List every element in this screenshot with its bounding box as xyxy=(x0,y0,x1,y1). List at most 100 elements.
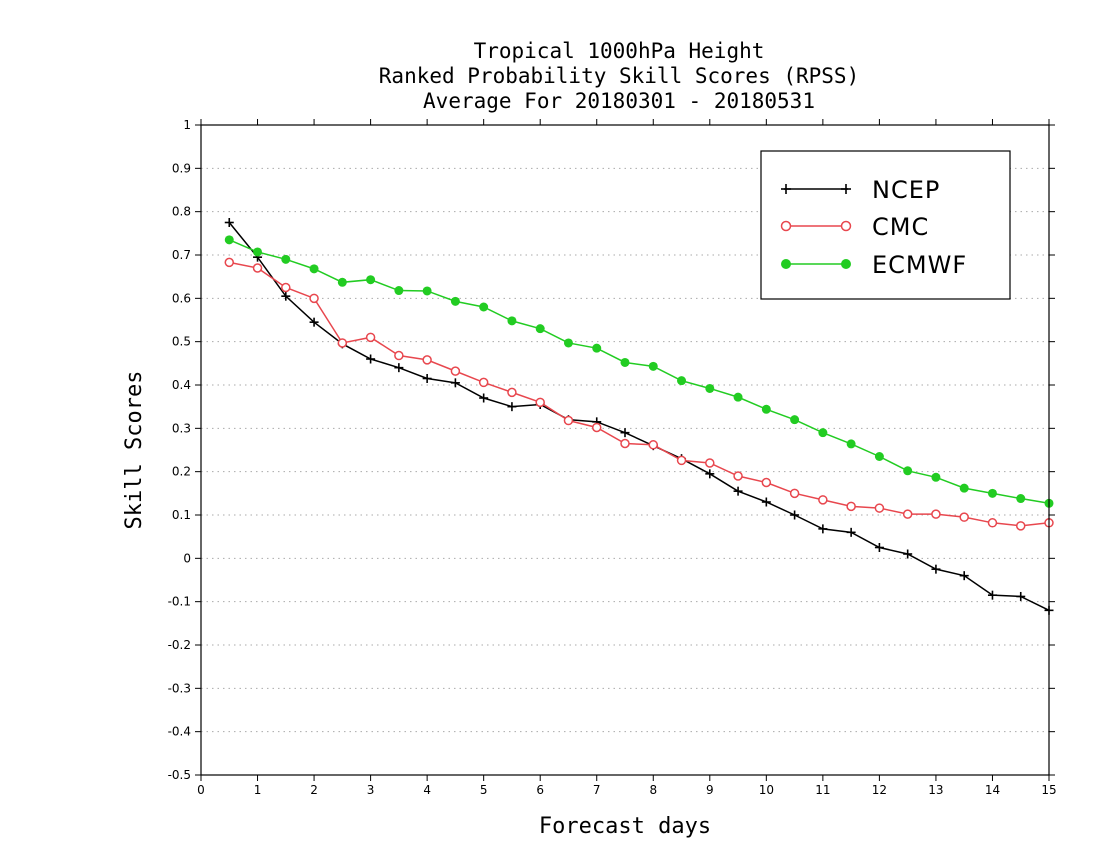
data-point xyxy=(874,543,884,552)
series-line xyxy=(229,261,1050,527)
data-point xyxy=(337,338,348,348)
data-point xyxy=(959,483,969,493)
y-tick-label: 0.2 xyxy=(172,465,191,479)
legend-label: NCEP xyxy=(872,176,940,204)
x-tick-label: 5 xyxy=(480,783,488,797)
data-point xyxy=(394,286,404,296)
y-tick-label: 0.3 xyxy=(172,421,191,435)
data-point xyxy=(959,571,969,581)
data-point xyxy=(478,377,489,388)
data-point xyxy=(309,264,319,274)
data-point xyxy=(761,497,771,507)
data-point xyxy=(705,458,715,468)
data-point xyxy=(780,220,792,232)
data-point xyxy=(781,184,791,194)
data-point xyxy=(840,220,852,232)
data-point xyxy=(818,428,828,438)
data-point xyxy=(818,495,828,505)
data-point xyxy=(337,277,347,287)
data-point xyxy=(705,469,715,479)
data-point xyxy=(648,361,658,371)
data-point xyxy=(252,263,263,273)
y-tick-label: -0.1 xyxy=(168,595,191,609)
data-point xyxy=(535,324,545,334)
axis-ticks: -0.5 -0.4 -0.3 -0.2 -0.1 0 0.1 0.2 0.3 0.4 0.5 0.6 0… xyxy=(168,118,1057,797)
data-point xyxy=(987,590,997,600)
data-point xyxy=(789,488,800,499)
data-point xyxy=(281,254,291,264)
legend-item-ncep: NCEP xyxy=(781,176,940,204)
data-point xyxy=(790,415,800,425)
data-point xyxy=(781,259,791,269)
data-point xyxy=(253,247,263,257)
y-tick-label: 0.8 xyxy=(172,205,191,219)
data-point xyxy=(846,439,856,449)
series-line xyxy=(228,222,1050,612)
y-tick-label: 0 xyxy=(183,551,191,565)
data-point xyxy=(507,387,517,398)
data-point xyxy=(479,302,489,312)
y-tick-label: -0.5 xyxy=(168,768,191,782)
legend-label: CMC xyxy=(872,213,929,241)
data-point xyxy=(1016,591,1026,601)
data-point xyxy=(874,452,884,461)
data-point xyxy=(450,296,460,306)
data-point xyxy=(841,184,851,194)
y-tick-label: 0.6 xyxy=(172,291,191,305)
series-ecmwf xyxy=(224,235,1054,508)
data-point xyxy=(987,488,997,498)
x-tick-label: 6 xyxy=(536,783,544,797)
x-axis-label: Forecast days xyxy=(539,814,711,839)
plot-frame xyxy=(200,124,1050,776)
data-point xyxy=(281,291,291,301)
data-point xyxy=(281,282,291,293)
data-point xyxy=(450,378,460,388)
y-tick-label: -0.4 xyxy=(168,725,191,739)
title-line-3: Average For 20180301 - 20180531 xyxy=(423,89,815,113)
data-point xyxy=(903,466,913,476)
data-point xyxy=(677,376,687,386)
data-point xyxy=(563,338,573,348)
series-line xyxy=(228,239,1050,505)
data-point xyxy=(394,350,404,361)
y-tick-label: -0.2 xyxy=(168,638,191,652)
data-point xyxy=(959,512,969,522)
data-point xyxy=(987,518,998,528)
x-tick-label: 8 xyxy=(649,783,657,797)
x-tick-label: 9 xyxy=(706,783,714,797)
title-line-2: Ranked Probability Skill Scores (RPSS) xyxy=(379,64,859,88)
data-point xyxy=(224,218,234,227)
y-tick-label: 1 xyxy=(183,118,191,132)
y-axis-label: Skill Scores xyxy=(122,371,147,530)
data-point xyxy=(931,509,941,519)
data-point xyxy=(535,397,545,408)
x-tick-label: 11 xyxy=(815,783,830,797)
chart-title: Tropical 1000hPa Height Ranked Probabili… xyxy=(379,39,859,113)
y-tick-label: -0.3 xyxy=(168,681,191,695)
data-point xyxy=(874,503,885,513)
data-point xyxy=(309,317,319,327)
x-tick-label: 7 xyxy=(593,783,601,797)
data-point xyxy=(648,440,659,450)
data-point xyxy=(422,355,432,365)
data-point xyxy=(620,357,630,367)
data-point xyxy=(733,392,743,402)
data-point xyxy=(931,564,941,574)
data-point xyxy=(846,527,856,537)
y-tick-label: 0.4 xyxy=(172,378,191,392)
data-point xyxy=(592,343,602,353)
data-point xyxy=(224,257,235,268)
data-point xyxy=(366,354,376,364)
y-tick-label: 0.7 xyxy=(172,248,191,262)
legend: NCEP CMC ECMWF xyxy=(760,150,1011,300)
legend-box xyxy=(760,150,1011,300)
data-point xyxy=(818,524,828,534)
data-point xyxy=(931,472,941,482)
title-line-1: Tropical 1000hPa Height xyxy=(474,39,765,63)
data-point xyxy=(733,486,743,496)
data-point xyxy=(903,549,913,559)
x-tick-label: 13 xyxy=(928,783,943,797)
data-point xyxy=(507,402,517,412)
x-tick-label: 10 xyxy=(759,783,774,797)
legend-label: ECMWF xyxy=(872,251,967,279)
